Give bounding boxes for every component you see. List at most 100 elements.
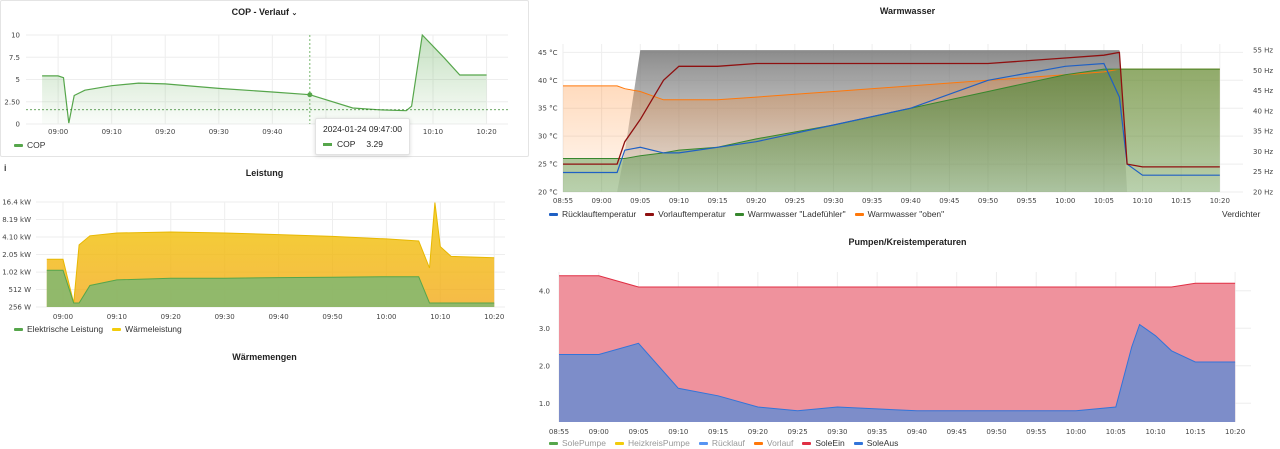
ww-x-tick: 09:35: [862, 197, 882, 205]
info-icon[interactable]: i: [4, 163, 7, 173]
legend-item-r-cklauf[interactable]: Rücklauf: [698, 438, 745, 448]
cop-y-tick: 2.50: [4, 98, 20, 106]
cop-x-tick: 09:40: [262, 128, 282, 136]
legend-verdichter[interactable]: Verdichter: [1222, 209, 1261, 219]
ww-y2-tick: 55 Hz: [1253, 47, 1273, 55]
pumpen-line-soleaus: [559, 323, 1236, 412]
ww-line-ruecklauf: [563, 62, 1220, 176]
leistung-y-tick: 512 W: [8, 286, 31, 294]
legend-swatch: [645, 212, 655, 216]
leistung-x-tick: 10:20: [484, 313, 504, 321]
legend-item-warmwasser-ladef-hler-[interactable]: Warmwasser "Ladefühler": [734, 209, 846, 219]
legend-item-heizkreispumpe[interactable]: HeizkreisPumpe: [614, 438, 690, 448]
legend-item-w-rmeleistung[interactable]: Wärmeleistung: [112, 324, 182, 334]
legend-swatch: [549, 441, 558, 445]
cop-chart[interactable]: 107.552.50009:0009:1009:2009:3009:4009:5…: [0, 0, 529, 157]
tooltip-time: 2024-01-24 09:47:00: [323, 124, 402, 134]
legend-item-solepumpe[interactable]: SolePumpe: [549, 438, 606, 448]
legend-item-cop[interactable]: COP: [14, 140, 45, 150]
pumpen-x-tick: 08:55: [549, 428, 569, 436]
leistung-line-0: [46, 269, 495, 304]
pumpen-x-tick: 10:05: [1106, 428, 1126, 436]
ww-x-tick: 09:50: [978, 197, 998, 205]
cop-x-tick: 09:00: [48, 128, 68, 136]
cop-x-tick: 09:20: [155, 128, 175, 136]
pumpen-x-tick: 09:55: [1026, 428, 1046, 436]
legend-swatch: [549, 212, 558, 216]
leistung-line-1: [46, 202, 495, 304]
ww-y2-tick: 45 Hz: [1253, 87, 1273, 95]
ww-x-tick: 09:45: [939, 197, 959, 205]
pumpen-y-tick: 2.0: [539, 362, 550, 370]
pumpen-y-tick: 4.0: [539, 287, 550, 295]
pumpen-legend: SolePumpe HeizkreisPumpe Rücklauf Vorlauf So…: [549, 438, 898, 448]
ww-x-tick: 10:05: [1094, 197, 1114, 205]
ww-x-tick: 10:15: [1171, 197, 1191, 205]
legend-label: Warmwasser "oben": [867, 209, 945, 219]
cop-x-tick: 10:10: [423, 128, 443, 136]
leistung-legend: Elektrische Leistung Wärmeleistung: [14, 324, 182, 334]
ww-x-tick: 09:25: [785, 197, 805, 205]
leistung-y-tick: 4.10 kW: [2, 233, 31, 241]
legend-item-vorlauf[interactable]: Vorlauf: [753, 438, 794, 448]
leistung-x-tick: 09:50: [322, 313, 342, 321]
cop-y-tick: 10: [11, 32, 20, 40]
legend-item-soleaus[interactable]: SoleAus: [853, 438, 899, 448]
legend-item-soleein[interactable]: SoleEin: [802, 438, 845, 448]
leistung-x-tick: 10:10: [430, 313, 450, 321]
ww-y2-tick: 30 Hz: [1253, 148, 1273, 156]
ww-y2-tick: 25 Hz: [1253, 168, 1273, 176]
legend-item-warmwasser-oben-[interactable]: Warmwasser "oben": [854, 209, 945, 219]
warmwasser-title: Warmwasser: [879, 6, 936, 16]
cop-hover-point: [307, 92, 313, 98]
ww-y-tick: 45 °C: [538, 49, 558, 57]
legend-swatch: [753, 441, 763, 445]
legend-swatch: [614, 441, 624, 445]
pumpen-x-tick: 10:20: [1225, 428, 1245, 436]
cop-area: [42, 35, 487, 124]
pumpen-x-tick: 09:30: [827, 428, 847, 436]
pumpen-x-tick: 09:15: [708, 428, 728, 436]
ww-x-tick: 09:55: [1017, 197, 1037, 205]
pumpen-x-tick: 09:25: [788, 428, 808, 436]
legend-item-r-cklauftemperatur[interactable]: Rücklauftemperatur: [549, 209, 636, 219]
ww-y2-tick: 50 Hz: [1253, 67, 1273, 75]
leistung-x-tick: 10:00: [376, 313, 396, 321]
legend-swatch: [854, 212, 864, 216]
legend-label: Rücklauf: [711, 438, 745, 448]
ww-y-tick: 25 °C: [538, 161, 558, 169]
cop-panel-title[interactable]: COP - Verlauf ⌄: [1, 7, 528, 17]
warmwasser-chart[interactable]: 45 °C 40 °C 35 °C 30 °C 25 °C 20 °C 55 Hz 50 Hz…: [535, 0, 1280, 225]
ww-x-tick: 10:00: [1055, 197, 1075, 205]
legend-label: Vorlauftemperatur: [658, 209, 726, 219]
leistung-x-tick: 09:10: [107, 313, 127, 321]
legend-label: SolePumpe: [562, 438, 606, 448]
warmwasser-legend: Rücklauftemperatur Vorlauftemperatur Warmw…: [549, 209, 944, 219]
pumpen-x-tick: 09:35: [867, 428, 887, 436]
legend-label: Vorlauf: [766, 438, 794, 448]
cop-x-tick: 09:30: [209, 128, 229, 136]
ww-x-tick: 09:00: [592, 197, 612, 205]
pumpen-line-soleein: [559, 275, 1236, 288]
tooltip-series: COP: [337, 139, 356, 149]
leistung-area-0: [46, 270, 495, 307]
leistung-y-tick: 8.19 kW: [2, 216, 31, 224]
legend-swatch: [14, 327, 23, 331]
leistung-chart[interactable]: 16.4 kW 8.19 kW 4.10 kW 2.05 kW 1.02 kW 512 W…: [0, 160, 529, 330]
pumpen-x-tick: 10:00: [1066, 428, 1086, 436]
legend-swatch: [853, 441, 863, 445]
ww-y-tick: 35 °C: [538, 105, 558, 113]
legend-item-vorlauftemperatur[interactable]: Vorlauftemperatur: [645, 209, 726, 219]
ww-y2-tick: 20 Hz: [1253, 189, 1273, 197]
leistung-y-tick: 16.4 kW: [2, 199, 31, 207]
waermemengen-title: Wärmemengen: [232, 352, 297, 362]
pumpen-chart[interactable]: 4.0 3.0 2.0 1.0 08:55 09:00 09:05 09:10 09:15 09:…: [535, 232, 1280, 447]
ww-x-tick: 10:10: [1132, 197, 1152, 205]
pumpen-area-soleaus: [559, 324, 1236, 422]
legend-label: SoleAus: [866, 438, 899, 448]
leistung-title: Leistung: [245, 168, 284, 178]
ww-y-tick: 20 °C: [538, 189, 558, 197]
chevron-down-icon[interactable]: ⌄: [291, 10, 298, 17]
legend-item-elektrische-leistung[interactable]: Elektrische Leistung: [14, 324, 103, 334]
legend-label: Rücklauftemperatur: [562, 209, 637, 219]
